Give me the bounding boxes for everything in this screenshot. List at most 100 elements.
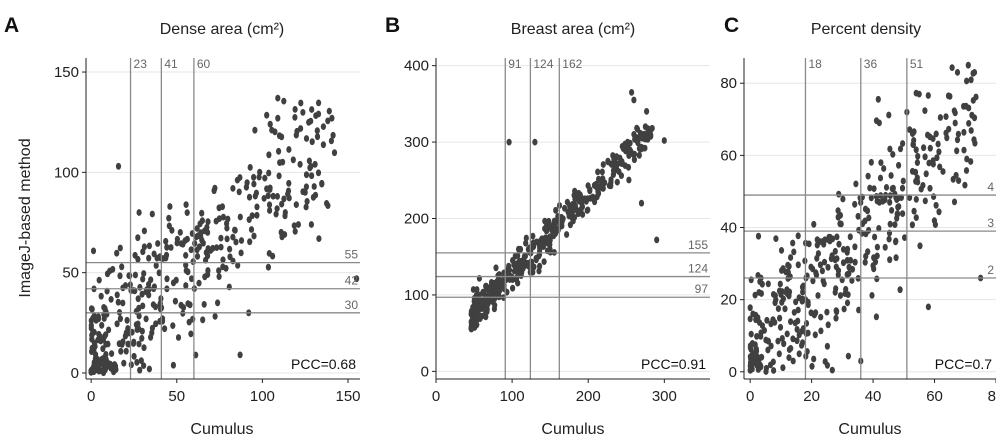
- data-point: [933, 201, 939, 209]
- data-point: [830, 254, 836, 262]
- data-point: [773, 235, 779, 243]
- data-point: [844, 245, 851, 253]
- data-point: [282, 209, 288, 216]
- data-point: [189, 275, 195, 283]
- data-point: [790, 335, 796, 343]
- data-point: [139, 334, 145, 342]
- data-point: [779, 335, 785, 342]
- data-point: [966, 120, 972, 127]
- data-point: [314, 133, 321, 141]
- y-axis-title-a: ImageJ-based method: [17, 138, 34, 297]
- data-point: [887, 198, 893, 206]
- data-point: [320, 141, 326, 149]
- data-point: [755, 232, 762, 240]
- data-point: [167, 203, 173, 210]
- data-point: [506, 138, 512, 146]
- data-point: [844, 299, 851, 307]
- data-point: [230, 185, 236, 192]
- data-point: [943, 113, 949, 120]
- data-point: [481, 312, 487, 319]
- data-point: [961, 102, 967, 110]
- data-point: [153, 320, 159, 328]
- data-point: [303, 183, 309, 191]
- data-point: [96, 276, 102, 284]
- data-point: [254, 211, 260, 219]
- data-point: [274, 193, 280, 200]
- data-point: [473, 294, 479, 302]
- data-point: [119, 341, 125, 348]
- data-point: [230, 233, 236, 241]
- data-point: [274, 205, 280, 213]
- plot-area-c: [747, 61, 984, 375]
- data-point: [551, 222, 557, 229]
- data-point: [968, 76, 974, 84]
- data-point: [577, 191, 583, 199]
- data-point: [91, 366, 97, 374]
- data-point: [306, 157, 312, 165]
- data-point: [824, 361, 831, 369]
- data-point: [95, 315, 102, 323]
- data-point: [246, 193, 253, 201]
- data-point: [292, 228, 298, 235]
- data-point: [853, 180, 859, 188]
- data-point: [143, 315, 149, 323]
- data-point: [130, 340, 137, 347]
- data-point: [262, 174, 268, 182]
- data-point: [913, 177, 919, 185]
- data-point: [115, 298, 121, 306]
- data-point: [893, 194, 899, 201]
- data-point: [123, 347, 129, 355]
- data-point: [237, 351, 243, 359]
- data-point: [914, 159, 921, 167]
- data-point: [795, 306, 801, 314]
- data-point: [835, 213, 841, 221]
- data-point: [808, 309, 814, 317]
- data-point: [753, 311, 759, 319]
- data-point: [954, 69, 961, 76]
- data-point: [636, 151, 642, 159]
- data-point: [144, 286, 150, 294]
- data-point: [141, 243, 147, 251]
- x-tick-label-b-0: 0: [432, 388, 440, 405]
- data-point: [852, 243, 858, 251]
- data-point: [565, 208, 571, 216]
- data-point: [520, 265, 526, 272]
- data-point: [806, 240, 812, 248]
- data-point: [877, 174, 884, 182]
- data-point: [898, 194, 905, 202]
- data-point: [754, 361, 760, 369]
- data-point: [805, 329, 811, 337]
- data-point: [89, 331, 95, 339]
- data-point: [921, 144, 927, 152]
- data-point: [286, 179, 292, 187]
- data-point: [329, 114, 335, 122]
- data-point: [316, 99, 322, 107]
- data-point: [868, 158, 874, 166]
- data-point: [788, 318, 794, 325]
- data-point: [523, 234, 529, 242]
- data-point: [164, 243, 170, 251]
- data-point: [622, 162, 628, 170]
- data-point: [354, 275, 360, 283]
- data-point: [897, 145, 904, 153]
- data-point: [117, 272, 123, 280]
- data-point: [227, 253, 233, 261]
- data-point: [547, 245, 553, 253]
- data-point: [610, 171, 617, 179]
- data-point: [890, 184, 896, 192]
- data-point: [491, 279, 497, 287]
- data-point: [907, 194, 913, 202]
- data-point: [800, 288, 806, 296]
- data-point: [282, 231, 288, 238]
- vertical-ref-label-c-1: 36: [864, 57, 878, 71]
- data-point: [759, 280, 765, 288]
- data-point: [772, 319, 778, 326]
- data-point: [136, 340, 142, 348]
- data-point: [511, 267, 518, 275]
- data-point: [266, 201, 273, 209]
- data-point: [933, 130, 939, 138]
- data-point: [869, 292, 875, 299]
- data-point: [887, 220, 893, 228]
- data-point: [913, 146, 919, 154]
- data-point: [817, 261, 824, 269]
